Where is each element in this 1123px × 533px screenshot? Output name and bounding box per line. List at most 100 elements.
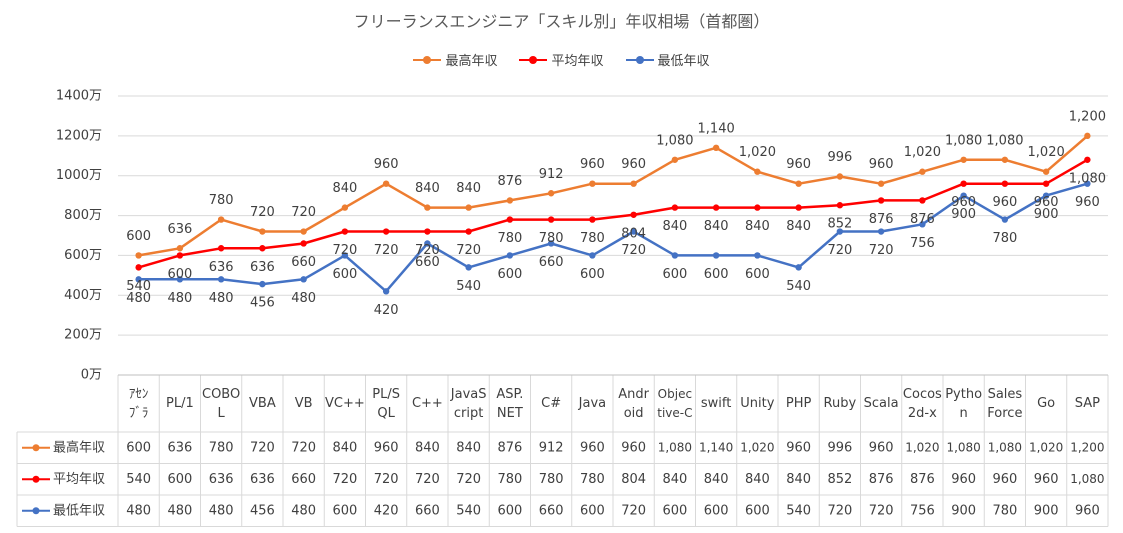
- table-cell: 540: [126, 472, 151, 487]
- category-label: ｱｾﾝ: [129, 387, 149, 402]
- data-label: 780: [580, 231, 605, 246]
- y-tick-label: 1000万: [56, 168, 102, 183]
- data-label: 1,200: [1069, 109, 1106, 124]
- table-cell: 1,140: [699, 440, 733, 454]
- data-point: [465, 204, 472, 211]
- data-point: [547, 240, 555, 247]
- data-point: [217, 216, 225, 223]
- data-label: 720: [291, 205, 316, 220]
- data-point: [176, 276, 184, 283]
- table-cell: 900: [951, 503, 976, 518]
- table-cell: 1,080: [658, 440, 692, 454]
- table-cell: 780: [209, 440, 234, 455]
- legend: 最高年収 平均年収 最低年収: [0, 50, 1123, 69]
- category-label: C++: [412, 396, 443, 411]
- chart-title: フリーランスエンジニア「スキル別」年収相場（首都圏）: [353, 12, 770, 31]
- data-label: 840: [662, 219, 687, 234]
- data-point: [1084, 132, 1091, 140]
- data-point: [341, 228, 349, 235]
- data-point: [300, 240, 307, 247]
- table-cell: 960: [869, 440, 894, 455]
- data-label: 420: [374, 303, 399, 318]
- category-label: NET: [497, 406, 523, 421]
- data-point: [671, 156, 679, 163]
- data-label: 840: [704, 219, 729, 234]
- table-cell: 660: [291, 472, 316, 487]
- data-label: 876: [910, 212, 935, 227]
- table-cell: 1,200: [1070, 440, 1104, 454]
- data-label: 1,020: [904, 145, 941, 160]
- table-cell: 840: [662, 472, 687, 487]
- data-point: [465, 228, 472, 235]
- table-cell: 636: [250, 472, 275, 487]
- data-point: [960, 156, 967, 163]
- data-label: 480: [291, 291, 316, 306]
- data-point: [630, 228, 637, 235]
- table-cell: 780: [992, 503, 1017, 518]
- table-cell: 456: [250, 503, 275, 518]
- table-legend-marker: [32, 475, 40, 483]
- table-cell: 720: [291, 440, 316, 455]
- data-point: [836, 202, 844, 209]
- data-point: [1001, 180, 1009, 187]
- table-cell: 840: [415, 440, 440, 455]
- data-label: 600: [745, 267, 770, 282]
- category-label: ASP.: [496, 387, 523, 402]
- table-cell: 840: [745, 472, 770, 487]
- data-point: [135, 276, 142, 283]
- data-label: 900: [951, 207, 976, 222]
- data-point: [506, 252, 514, 259]
- data-point: [1042, 192, 1050, 199]
- table-cell: 780: [539, 472, 564, 487]
- category-label: cript: [454, 406, 483, 421]
- table-cell: 720: [332, 472, 357, 487]
- data-point: [465, 264, 472, 271]
- data-label: 840: [745, 219, 770, 234]
- legend-swatch: [519, 55, 548, 65]
- table-cell: 660: [539, 503, 564, 518]
- series-line: [138, 158, 1089, 269]
- table-series-name: 最低年収: [53, 503, 105, 518]
- legend-item: 最高年収: [413, 50, 497, 69]
- data-point: [382, 180, 390, 187]
- data-point: [506, 197, 514, 204]
- table-cell: 840: [456, 440, 481, 455]
- data-point: [919, 221, 926, 228]
- data-label: 840: [332, 181, 357, 196]
- table-cell: 636: [209, 472, 234, 487]
- data-point: [1042, 168, 1050, 175]
- data-label: 852: [827, 217, 852, 232]
- category-label: L: [218, 406, 226, 421]
- data-point: [919, 168, 926, 175]
- table-cell: 600: [580, 503, 605, 518]
- data-point: [836, 173, 844, 180]
- data-label: 840: [786, 219, 811, 234]
- category-label: SAP: [1075, 396, 1100, 411]
- data-point: [341, 204, 349, 211]
- data-label: 804: [621, 226, 646, 241]
- table-cell: 960: [580, 440, 605, 455]
- data-point: [795, 180, 802, 187]
- data-point: [877, 228, 885, 235]
- data-point: [589, 252, 596, 259]
- table-cell: 600: [332, 503, 357, 518]
- data-label: 756: [910, 236, 935, 251]
- y-tick-label: 800万: [64, 208, 102, 223]
- data-label: 960: [580, 157, 605, 172]
- data-label: 876: [497, 174, 522, 189]
- data-point: [135, 264, 142, 271]
- category-label: VB: [295, 396, 313, 411]
- data-label: 600: [704, 267, 729, 282]
- category-label: C#: [541, 396, 561, 411]
- table-cell: 720: [621, 503, 646, 518]
- category-label: JavaS: [450, 387, 487, 402]
- table-cell: 600: [126, 440, 151, 455]
- data-label: 660: [291, 255, 316, 270]
- data-label: 1,080: [656, 133, 693, 148]
- legend-swatch: [413, 55, 442, 65]
- category-label: Sales: [988, 387, 1023, 402]
- data-label: 636: [209, 260, 234, 275]
- data-label: 960: [869, 157, 894, 172]
- data-label: 480: [209, 291, 234, 306]
